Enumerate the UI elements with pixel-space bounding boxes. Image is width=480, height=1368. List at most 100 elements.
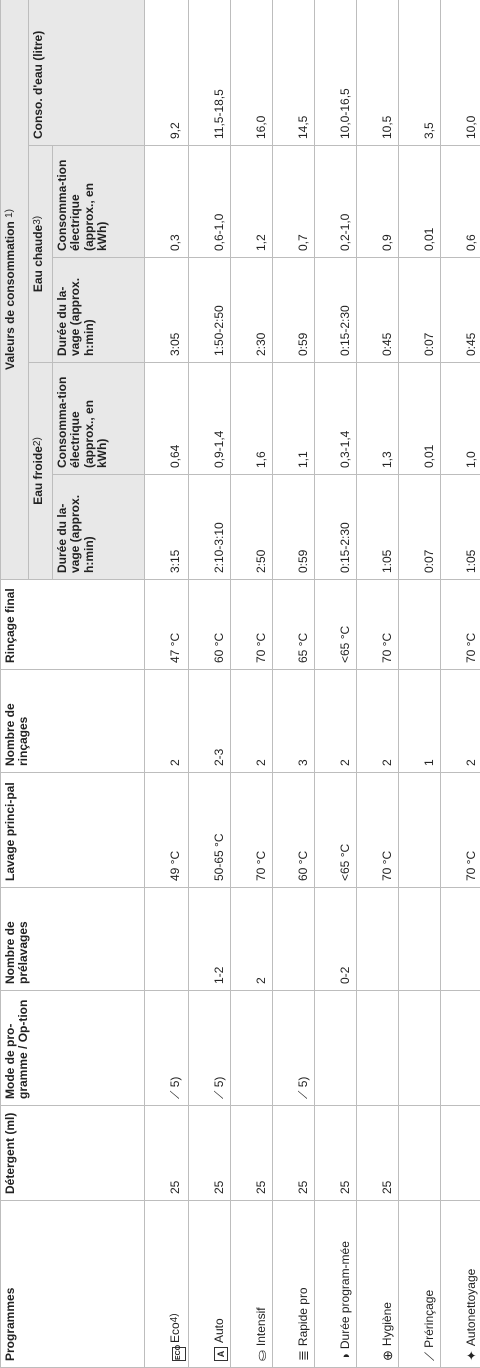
programme-cell: ⛀ Intensif [230, 1200, 273, 1368]
cell-fd: 3:15 [144, 474, 189, 580]
cell-eau: 11,5-18,5 [188, 0, 231, 146]
cell-fin: 60 °C [188, 579, 231, 670]
col-froide-elec: Consomma-tion électrique (approx., en kW… [52, 362, 145, 475]
col-lavage: Lavage princi-pal [0, 772, 145, 888]
cell-lav [398, 772, 441, 888]
cell-mode: ⟋ 5) [272, 990, 315, 1106]
col-rincage-final: Rinçage final [0, 579, 145, 670]
col-froide-duree: Durée du la-vage (approx. h:min) [52, 474, 145, 580]
cell-fin: 70 °C [356, 579, 399, 670]
programme-footnote: 4) [169, 1313, 180, 1323]
cell-pre [272, 887, 315, 991]
cell-eau: 3,5 [398, 0, 441, 146]
cell-fin: <65 °C [314, 579, 357, 670]
cell-pre [440, 887, 480, 991]
col-prelavages: Nombre de prélavages [0, 887, 145, 991]
cell-ce: 0,7 [272, 145, 315, 258]
auto-icon: A [214, 1347, 228, 1361]
cell-pre [398, 887, 441, 991]
cell-fe: 1,6 [230, 362, 273, 475]
cell-lav: <65 °C [314, 772, 357, 888]
cell-mode: ⟋ 5) [144, 990, 189, 1106]
col-conso-eau: Conso. d'eau (litre) [28, 0, 145, 146]
programme-name: Autonettoyage [464, 1268, 478, 1347]
programme-name: Durée program-mée [338, 1241, 352, 1350]
cell-det: 25 [188, 1105, 231, 1201]
cell-fin: 70 °C [230, 579, 273, 670]
hygiene-icon: ⊕ [380, 1350, 395, 1361]
table-row: ECO Eco4) 25 ⟋ 5) 49 °C 2 47 °C 3:15 0,64 3:05 0,3… [144, 0, 189, 1368]
cell-det [440, 1105, 480, 1201]
cell-rin: 2-3 [188, 669, 231, 773]
cell-ce: 0,2-1,0 [314, 145, 357, 258]
cell-fin [398, 579, 441, 670]
cell-rin: 2 [230, 669, 273, 773]
cell-ce: 0,9 [356, 145, 399, 258]
cell-fd: 1:05 [440, 474, 480, 580]
selfclean-icon: ✦ [464, 1350, 479, 1361]
cell-fe: 1,3 [356, 362, 399, 475]
cell-det [398, 1105, 441, 1201]
programme-name: Prérinçage [422, 1289, 436, 1348]
cell-rin: 1 [398, 669, 441, 773]
programme-name: Rapide pro [296, 1287, 310, 1347]
cell-mode [230, 990, 273, 1106]
cell-det: 25 [230, 1105, 273, 1201]
col-chaude-elec: Consomma-tion électrique (approx., en kW… [52, 145, 145, 258]
cell-rin: 3 [272, 669, 315, 773]
cell-cd: 2:30 [230, 257, 273, 363]
cell-det: 25 [356, 1105, 399, 1201]
table-row: ≣Rapide pro 25 ⟋ 5) 60 °C 3 65 °C 0:59 1,1 0:59 0… [272, 0, 315, 1368]
cell-eau: 14,5 [272, 0, 315, 146]
cell-mode [398, 990, 441, 1106]
cell-fd: 2:50 [230, 474, 273, 580]
cell-lav: 70 °C [230, 772, 273, 888]
cell-lav: 60 °C [272, 772, 315, 888]
col-programmes: Programmes [0, 1200, 145, 1368]
cell-pre: 1-2 [188, 887, 231, 991]
prerinse-icon: ⟋ [422, 1351, 437, 1361]
cell-pre: 2 [230, 887, 273, 991]
cell-fin: 47 °C [144, 579, 189, 670]
cell-cd: 0:07 [398, 257, 441, 363]
cell-cd: 1:50-2:50 [188, 257, 231, 363]
table-row: ✦Autonettoyage 70 °C 2 70 °C 1:05 1,0 0:45 0,6 1… [440, 0, 480, 1368]
cell-lav: 70 °C [356, 772, 399, 888]
cell-eau: 16,0 [230, 0, 273, 146]
cell-fd: 2:10-3:10 [188, 474, 231, 580]
cell-cd: 0:45 [440, 257, 480, 363]
timer-icon: ◑ [338, 1353, 353, 1361]
cell-pre: 0-2 [314, 887, 357, 991]
table-row: ⟋Prérinçage 1 0:07 0,01 0:07 0,01 3,5 [398, 0, 441, 1368]
group-eau-chaude: Eau chaude3) [28, 145, 53, 363]
cell-pre [144, 887, 189, 991]
cell-rin: 2 [314, 669, 357, 773]
cell-fd: 0:15-2:30 [314, 474, 357, 580]
programme-cell: ⟋ Prérinçage [398, 1200, 441, 1368]
cell-eau: 10,0 [440, 0, 480, 146]
programme-name: Eco [168, 1322, 182, 1343]
cell-mode [356, 990, 399, 1106]
cell-det: 25 [144, 1105, 189, 1201]
cell-cd: 3:05 [144, 257, 189, 363]
cell-rin: 2 [356, 669, 399, 773]
table-row: ⛀Intensif 25 2 70 °C 2 70 °C 2:50 1,6 2:30 1,2 16,… [230, 0, 273, 1368]
cell-eau: 9,2 [144, 0, 189, 146]
cell-lav: 49 °C [144, 772, 189, 888]
cell-det: 25 [272, 1105, 315, 1201]
table-row: ◑Durée program-mée 25 0-2 <65 °C 2 <65 °C 0:15… [314, 0, 357, 1368]
cell-fe: 1,1 [272, 362, 315, 475]
cell-fe: 0,3-1,4 [314, 362, 357, 475]
cell-cd: 0:59 [272, 257, 315, 363]
programme-name: Intensif [254, 1307, 268, 1347]
group-valeurs: Valeurs de consommation 1) [0, 0, 29, 580]
cell-fin: 70 °C [440, 579, 480, 670]
cell-pre [356, 887, 399, 991]
col-detergent: Détergent (ml) [0, 1105, 145, 1201]
cell-fe: 1,0 [440, 362, 480, 475]
cell-fe: 0,64 [144, 362, 189, 475]
cell-fe: 0,9-1,4 [188, 362, 231, 475]
table-row: ⊕Hygiène 25 70 °C 2 70 °C 1:05 1,3 0:45 0,9 10,5 [356, 0, 399, 1368]
cell-fin: 65 °C [272, 579, 315, 670]
